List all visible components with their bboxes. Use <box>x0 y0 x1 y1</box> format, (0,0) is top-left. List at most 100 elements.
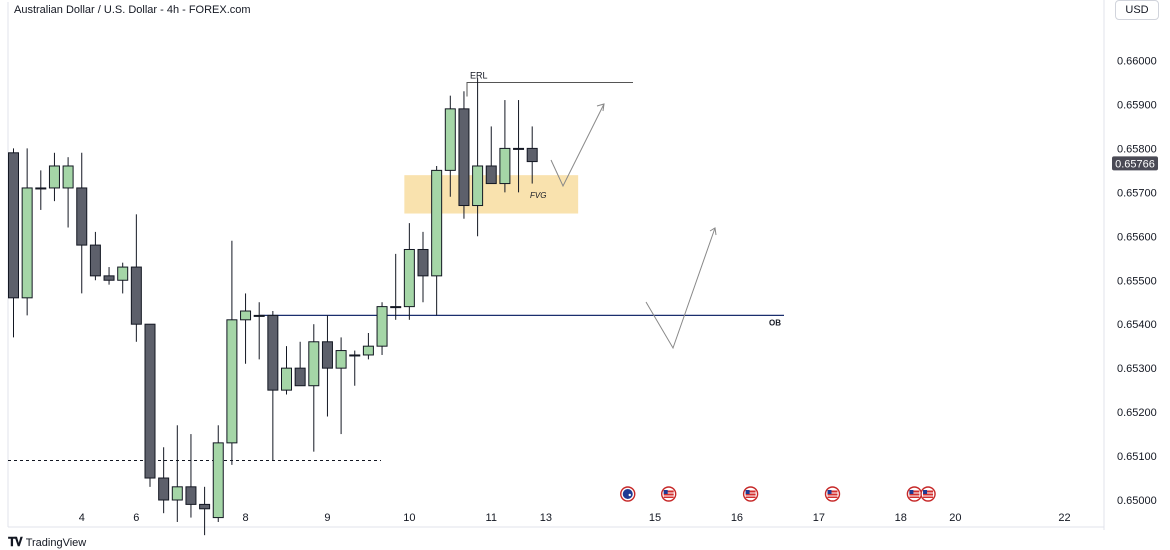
flag-stripe <box>923 496 934 498</box>
price-tick-label: 0.65100 <box>1117 451 1157 463</box>
candle-body <box>472 165 484 207</box>
candle-body <box>308 341 320 387</box>
flag-stripe <box>909 493 920 496</box>
candle-body <box>281 367 292 391</box>
time-tick-label: 22 <box>1058 512 1070 524</box>
arrowhead-1 <box>596 103 605 112</box>
candle-body <box>130 266 142 325</box>
us-flag-icon <box>661 486 677 502</box>
candle-body <box>349 354 361 357</box>
price-tick-label: 0.65900 <box>1117 99 1157 111</box>
flag-stripe <box>923 493 934 496</box>
flag-stripe <box>827 490 838 493</box>
flag-star <box>628 493 631 497</box>
price-axis: 0.66000 0.65900 0.65800 0.65700 0.65600 0.655… <box>1117 56 1157 508</box>
candle-body <box>185 486 197 505</box>
candle-body <box>103 275 115 281</box>
candle-body <box>513 147 525 150</box>
candle-body <box>335 350 347 369</box>
flag-stripe <box>923 490 934 493</box>
candles <box>8 78 538 536</box>
candle-body <box>253 314 265 317</box>
flag-stripe <box>827 493 838 496</box>
candle-body <box>240 310 252 321</box>
flag-stripe <box>745 496 756 498</box>
erl-label: ERL <box>470 70 488 80</box>
candle-body <box>390 306 402 309</box>
time-tick-label: 9 <box>324 512 330 524</box>
flag-canton <box>663 490 668 494</box>
candle-body <box>89 244 101 277</box>
candle-body <box>294 367 306 387</box>
candle-body <box>144 323 156 479</box>
event-flags <box>620 486 936 502</box>
candle-body <box>62 165 74 189</box>
projection-arrow-2 <box>645 227 716 350</box>
flag-canton <box>909 490 914 494</box>
candle-body <box>21 187 33 299</box>
flag-stripe <box>909 496 920 498</box>
flag-stripe <box>909 490 920 493</box>
flag-stripe <box>663 490 674 493</box>
candle-body <box>48 165 60 189</box>
price-tick-label: 0.65000 <box>1117 495 1157 507</box>
time-tick-label: 15 <box>649 512 661 524</box>
arrowhead-2 <box>709 227 717 236</box>
time-tick-label: 17 <box>813 512 825 524</box>
candle-body <box>485 165 497 185</box>
candle-body <box>403 248 415 308</box>
time-tick-label: 18 <box>895 512 907 524</box>
flag-stripe <box>745 493 756 496</box>
price-tick-label: 0.65200 <box>1117 407 1157 419</box>
candle-body <box>526 147 538 163</box>
price-tick-label: 0.65500 <box>1117 275 1157 287</box>
currency-button[interactable]: USD <box>1115 0 1159 20</box>
price-tick-label: 0.65800 <box>1117 143 1157 155</box>
flag-fill <box>622 489 633 499</box>
candle-body <box>444 108 456 171</box>
us-flag-icon <box>742 486 759 502</box>
chart-title: Australian Dollar / U.S. Dollar - 4h - F… <box>14 4 251 16</box>
flag-stripe <box>663 496 674 498</box>
candle-body <box>362 345 374 356</box>
time-tick-label: 11 <box>486 512 497 524</box>
last-price-label: 0.65766 <box>1115 158 1155 170</box>
au-flag-icon <box>620 486 636 502</box>
candle-body <box>8 152 19 299</box>
us-flag-icon <box>920 486 936 502</box>
time-axis: 4 6 8 9 10 11 13 15 16 17 18 20 22 <box>79 512 1071 524</box>
last-price-tag: 0.65766 <box>1112 156 1158 171</box>
flag-stripe <box>827 496 838 498</box>
ob-label: OB <box>769 318 781 327</box>
candle-body <box>321 341 333 369</box>
time-tick-label: 20 <box>949 512 961 524</box>
tradingview-logo-icon: 𝐓𝐕 <box>8 535 23 549</box>
brand-label: TradingView <box>25 536 87 549</box>
flag-canton <box>923 490 928 494</box>
projection-arrow-1 <box>550 103 605 188</box>
candle-body <box>226 319 238 444</box>
time-tick-label: 6 <box>133 512 139 524</box>
candle-body <box>199 503 211 510</box>
price-tick-label: 0.65400 <box>1117 319 1157 331</box>
flag-stripe <box>663 493 674 496</box>
candle-body <box>417 248 429 277</box>
price-tick-label: 0.65600 <box>1117 231 1157 243</box>
flag-stripe <box>745 490 756 493</box>
candle-body <box>212 442 224 519</box>
price-tick-label: 0.65300 <box>1117 363 1157 375</box>
candle-body <box>376 306 388 347</box>
candle-body <box>499 147 511 185</box>
us-flag-icon <box>906 486 923 502</box>
fvg-label: FVG <box>530 191 546 200</box>
candle-body <box>35 187 47 190</box>
candle-body <box>171 486 183 501</box>
us-flag-icon <box>824 486 841 502</box>
candle-body <box>76 187 88 246</box>
candle-body <box>431 169 443 277</box>
time-tick-label: 10 <box>403 512 415 524</box>
footer: 𝐓𝐕 TradingView <box>8 535 86 550</box>
time-tick-label: 16 <box>731 512 743 524</box>
erl-line <box>466 81 633 97</box>
